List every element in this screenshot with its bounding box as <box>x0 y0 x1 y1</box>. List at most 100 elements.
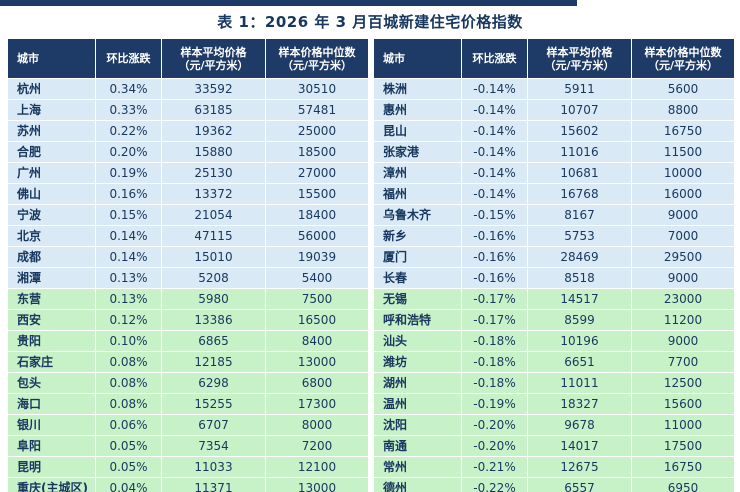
tables-container: 城市 环比涨跌 样本平均价格 （元/平方米） 样本价格中位数 （元/平方米） 杭州 0… <box>0 38 740 492</box>
header-median-unit: （元/平方米） <box>281 58 353 72</box>
avg-price-cell: 6865 <box>161 330 266 352</box>
header-avg-price: 样本平均价格 （元/平方米） <box>161 38 266 79</box>
change-cell: 0.22% <box>95 120 162 142</box>
change-cell: 0.13% <box>95 267 162 289</box>
city-cell: 新乡 <box>373 225 462 247</box>
city-cell: 包头 <box>7 372 96 394</box>
median-price-cell: 10000 <box>631 162 735 184</box>
table-row: 成都 0.14% 15010 19039 <box>7 246 369 268</box>
table-row: 长春 -0.16% 8518 9000 <box>373 267 735 289</box>
avg-price-cell: 11011 <box>527 372 632 394</box>
avg-price-cell: 6557 <box>527 477 632 492</box>
price-table-right: 城市 环比涨跌 样本平均价格 （元/平方米） 样本价格中位数 （元/平方米） 株洲 -… <box>373 38 735 492</box>
median-price-cell: 56000 <box>265 225 369 247</box>
city-cell: 株洲 <box>373 78 462 100</box>
avg-price-cell: 11033 <box>161 456 266 478</box>
table-row: 沈阳 -0.20% 9678 11000 <box>373 414 735 436</box>
avg-price-cell: 5753 <box>527 225 632 247</box>
table-row: 宁波 0.15% 21054 18400 <box>7 204 369 226</box>
median-price-cell: 8800 <box>631 99 735 121</box>
header-avg-line1: 样本平均价格 <box>546 45 613 59</box>
median-price-cell: 7000 <box>631 225 735 247</box>
header-median-line1: 样本价格中位数 <box>644 45 722 59</box>
avg-price-cell: 33592 <box>161 78 266 100</box>
avg-price-cell: 18327 <box>527 393 632 415</box>
median-price-cell: 17500 <box>631 435 735 457</box>
table-row: 阜阳 0.05% 7354 7200 <box>7 435 369 457</box>
avg-price-cell: 15880 <box>161 141 266 163</box>
header-city: 城市 <box>373 38 462 79</box>
avg-price-cell: 12675 <box>527 456 632 478</box>
city-cell: 沈阳 <box>373 414 462 436</box>
city-cell: 漳州 <box>373 162 462 184</box>
change-cell: -0.21% <box>461 456 528 478</box>
median-price-cell: 7700 <box>631 351 735 373</box>
median-price-cell: 9000 <box>631 267 735 289</box>
header-median-line1: 样本价格中位数 <box>278 45 356 59</box>
table-row: 湘潭 0.13% 5208 5400 <box>7 267 369 289</box>
table-row: 株洲 -0.14% 5911 5600 <box>373 78 735 100</box>
change-cell: 0.16% <box>95 183 162 205</box>
header-avg-line1: 样本平均价格 <box>180 45 247 59</box>
change-cell: 0.08% <box>95 393 162 415</box>
city-cell: 南通 <box>373 435 462 457</box>
table-title: 表 1：2026 年 3 月百城新建住宅价格指数 <box>217 13 523 31</box>
median-price-cell: 7500 <box>265 288 369 310</box>
avg-price-cell: 11016 <box>527 141 632 163</box>
table-row: 北京 0.14% 47115 56000 <box>7 225 369 247</box>
change-cell: 0.08% <box>95 351 162 373</box>
change-cell: -0.14% <box>461 183 528 205</box>
table-row: 广州 0.19% 25130 27000 <box>7 162 369 184</box>
header-city: 城市 <box>7 38 96 79</box>
table-row: 德州 -0.22% 6557 6950 <box>373 477 735 492</box>
table-row: 包头 0.08% 6298 6800 <box>7 372 369 394</box>
header-median-price: 样本价格中位数 （元/平方米） <box>265 38 369 79</box>
city-cell: 杭州 <box>7 78 96 100</box>
header-avg-unit: （元/平方米） <box>178 58 249 72</box>
median-price-cell: 18400 <box>265 204 369 226</box>
median-price-cell: 27000 <box>265 162 369 184</box>
change-cell: -0.14% <box>461 99 528 121</box>
median-price-cell: 5600 <box>631 78 735 100</box>
table-row: 重庆(主城区) 0.04% 11371 13000 <box>7 477 369 492</box>
avg-price-cell: 16768 <box>527 183 632 205</box>
city-cell: 无锡 <box>373 288 462 310</box>
city-cell: 湖州 <box>373 372 462 394</box>
city-cell: 惠州 <box>373 99 462 121</box>
city-cell: 乌鲁木齐 <box>373 204 462 226</box>
change-cell: 0.33% <box>95 99 162 121</box>
median-price-cell: 11000 <box>631 414 735 436</box>
change-cell: 0.12% <box>95 309 162 331</box>
change-cell: 0.10% <box>95 330 162 352</box>
city-cell: 昆山 <box>373 120 462 142</box>
change-cell: -0.14% <box>461 78 528 100</box>
avg-price-cell: 10196 <box>527 330 632 352</box>
header-median-price: 样本价格中位数 （元/平方米） <box>631 38 735 79</box>
table-row: 东营 0.13% 5980 7500 <box>7 288 369 310</box>
header-avg-price: 样本平均价格 （元/平方米） <box>527 38 632 79</box>
city-cell: 呼和浩特 <box>373 309 462 331</box>
median-price-cell: 9000 <box>631 330 735 352</box>
city-cell: 贵阳 <box>7 330 96 352</box>
change-cell: 0.15% <box>95 204 162 226</box>
median-price-cell: 15600 <box>631 393 735 415</box>
city-cell: 海口 <box>7 393 96 415</box>
table-row: 新乡 -0.16% 5753 7000 <box>373 225 735 247</box>
change-cell: -0.14% <box>461 162 528 184</box>
change-cell: -0.19% <box>461 393 528 415</box>
avg-price-cell: 8167 <box>527 204 632 226</box>
median-price-cell: 6950 <box>631 477 735 492</box>
median-price-cell: 13000 <box>265 351 369 373</box>
city-cell: 湘潭 <box>7 267 96 289</box>
change-cell: 0.14% <box>95 246 162 268</box>
change-cell: 0.14% <box>95 225 162 247</box>
change-cell: -0.17% <box>461 288 528 310</box>
change-cell: -0.14% <box>461 141 528 163</box>
city-cell: 苏州 <box>7 120 96 142</box>
avg-price-cell: 15255 <box>161 393 266 415</box>
table-row: 西安 0.12% 13386 16500 <box>7 309 369 331</box>
avg-price-cell: 5208 <box>161 267 266 289</box>
table-row: 无锡 -0.17% 14517 23000 <box>373 288 735 310</box>
median-price-cell: 5400 <box>265 267 369 289</box>
avg-price-cell: 6298 <box>161 372 266 394</box>
